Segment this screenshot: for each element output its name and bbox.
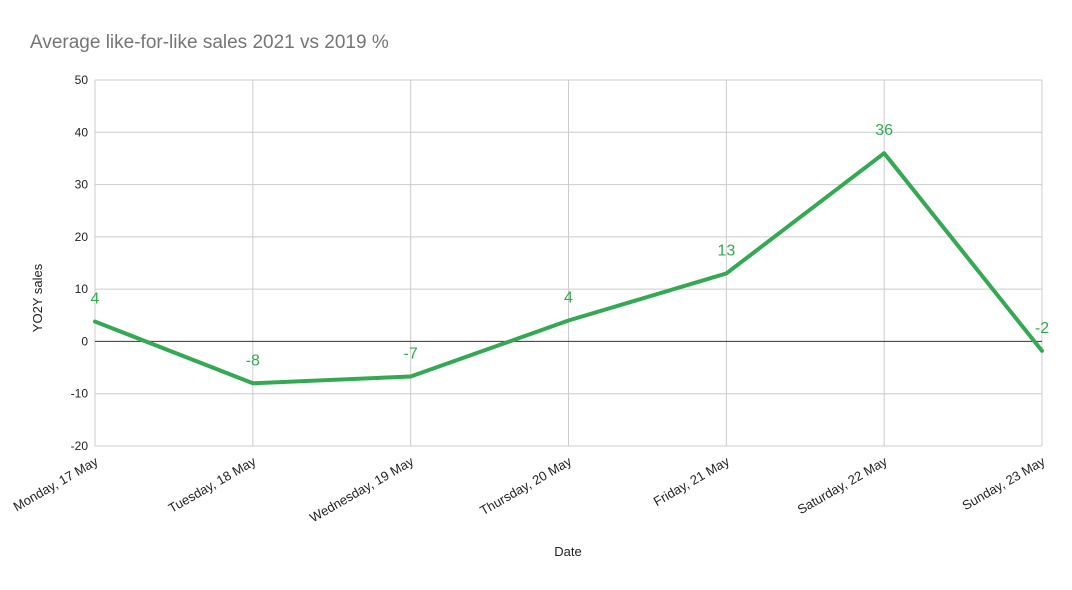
- x-tick-label: Tuesday, 18 May: [166, 453, 259, 515]
- data-label: -2: [1035, 320, 1049, 337]
- x-tick-label: Sunday, 23 May: [959, 453, 1047, 513]
- y-tick-label: 0: [81, 334, 88, 348]
- data-label: -8: [246, 352, 260, 369]
- y-axis-label: YO2Y sales: [30, 263, 45, 332]
- x-tick-label: Monday, 17 May: [11, 453, 101, 514]
- data-label: -7: [404, 345, 418, 362]
- x-axis-label: Date: [554, 544, 581, 559]
- data-label: 13: [717, 242, 735, 259]
- x-tick-label: Thursday, 20 May: [477, 453, 574, 518]
- y-tick-label: -20: [71, 439, 89, 453]
- y-tick-label: 40: [75, 125, 89, 139]
- data-label: 36: [875, 122, 893, 139]
- x-tick-label: Wednesday, 19 May: [307, 453, 417, 525]
- series-layer: [93, 151, 1044, 386]
- data-label: 4: [564, 290, 573, 307]
- data-label: 4: [91, 291, 100, 308]
- x-tick-label: Saturday, 22 May: [795, 453, 890, 517]
- y-tick-label: -10: [71, 387, 89, 401]
- y-tick-label: 20: [75, 230, 89, 244]
- chart-title: Average like-for-like sales 2021 vs 2019…: [30, 32, 389, 53]
- data-labels: 4 -8 -7 4 13 36 -2: [91, 122, 1050, 369]
- gridlines: [94, 79, 1043, 447]
- y-tick-label: 30: [75, 178, 89, 192]
- y-tick-label: 10: [75, 282, 89, 296]
- x-axis-ticks: Monday, 17 May Tuesday, 18 May Wednesday, …: [11, 453, 1048, 525]
- y-tick-label: 50: [75, 73, 89, 87]
- x-tick-label: Friday, 21 May: [651, 453, 733, 509]
- y-axis-ticks: 50 40 30 20 10 0 -10 -20: [71, 73, 89, 453]
